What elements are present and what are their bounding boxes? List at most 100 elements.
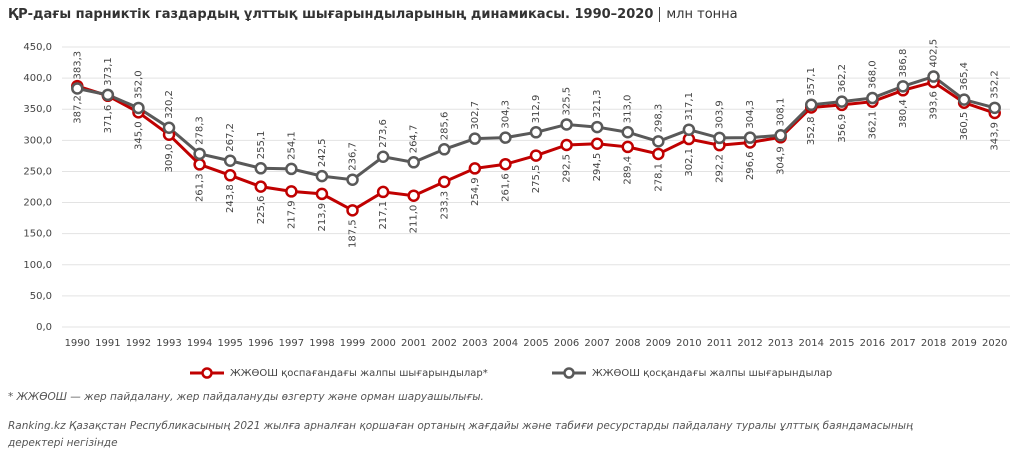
point [162, 121, 176, 135]
value-label: 356,9 [837, 114, 848, 143]
value-label: 352,2 [990, 70, 1001, 99]
x-tick-label: 2018 [921, 338, 946, 349]
value-label: 213,9 [317, 203, 328, 232]
legend-marker [563, 367, 575, 379]
value-label: 313,0 [623, 95, 634, 124]
point [529, 126, 543, 139]
header: ҚР-дағы парниктік газдардың ұлттық шығар… [8, 7, 738, 22]
point [438, 143, 451, 156]
x-tick-label: 2011 [707, 338, 732, 349]
unit: млн тонна [659, 7, 738, 22]
point [376, 185, 390, 199]
value-label: 365,4 [959, 62, 970, 91]
point [774, 129, 787, 142]
y-tick-label: 400,0 [23, 73, 52, 84]
x-tick-label: 2008 [615, 338, 640, 349]
point [407, 189, 420, 202]
value-label: 267,2 [225, 123, 236, 152]
x-tick-label: 1994 [187, 338, 212, 349]
x-tick-label: 1990 [65, 338, 90, 349]
value-label: 278,3 [195, 116, 206, 145]
point [285, 162, 298, 176]
x-tick-label: 2004 [493, 338, 518, 349]
value-label: 225,6 [256, 196, 267, 225]
value-label: 309,0 [164, 144, 175, 173]
point [438, 175, 451, 189]
point [132, 101, 145, 115]
value-label: 233,3 [439, 191, 450, 220]
point [988, 101, 1001, 115]
x-tick-label: 2001 [401, 338, 426, 349]
value-label: 236,7 [348, 142, 359, 171]
value-label: 386,8 [898, 49, 909, 78]
value-label: 312,9 [531, 95, 542, 124]
point [957, 93, 971, 106]
x-tick-label: 1996 [248, 338, 273, 349]
value-label: 352,8 [806, 116, 817, 145]
point [254, 162, 268, 175]
y-tick-label: 250,0 [23, 166, 52, 177]
value-label: 243,8 [225, 184, 236, 213]
x-tick-label: 2005 [523, 338, 548, 349]
x-tick-label: 2010 [676, 338, 701, 349]
value-label: 255,1 [256, 131, 267, 160]
point [590, 137, 604, 151]
value-label: 217,9 [286, 200, 297, 229]
y-tick-label: 450,0 [23, 42, 52, 53]
point [315, 187, 329, 201]
value-label: 303,9 [714, 100, 725, 129]
legend-marker [201, 367, 213, 379]
value-label: 187,5 [348, 219, 359, 248]
point [866, 91, 879, 105]
x-tick-label: 1992 [126, 338, 151, 349]
point [621, 125, 634, 139]
value-label: 261,3 [195, 173, 206, 202]
footnote: * ЖЖӨОШ — жер пайдалану, жер пайдалануды… [8, 391, 484, 403]
y-tick-label: 350,0 [23, 104, 52, 115]
value-label: 298,3 [653, 104, 664, 133]
y-tick-label: 150,0 [23, 229, 52, 240]
value-label: 302,7 [470, 101, 481, 130]
point [927, 70, 940, 83]
point [193, 158, 206, 171]
value-label: 254,1 [286, 131, 297, 160]
point [193, 147, 206, 161]
point [652, 135, 665, 148]
value-label: 383,3 [72, 51, 83, 80]
x-tick-label: 1997 [279, 338, 304, 349]
point [101, 88, 115, 102]
y-tick-label: 100,0 [23, 260, 52, 271]
point [499, 157, 512, 171]
value-label: 304,9 [776, 146, 787, 175]
value-label: 352,0 [133, 70, 144, 99]
value-label: 320,2 [164, 90, 175, 119]
point [560, 118, 573, 131]
x-tick-label: 1991 [95, 338, 120, 349]
value-label: 380,4 [898, 99, 909, 128]
value-label: 368,0 [867, 60, 878, 89]
x-tick-label: 2006 [554, 338, 579, 349]
point [835, 95, 849, 108]
value-label: 285,6 [439, 112, 450, 141]
point [285, 185, 298, 198]
value-label: 362,1 [867, 111, 878, 140]
point [652, 147, 665, 161]
point [804, 98, 818, 112]
x-tick-label: 2000 [370, 338, 395, 349]
y-tick-label: 200,0 [23, 198, 52, 209]
value-label: 294,5 [592, 153, 603, 182]
x-tick-label: 1999 [340, 338, 365, 349]
value-label: 345,0 [133, 121, 144, 150]
point [315, 169, 329, 183]
chart-title: ҚР-дағы парниктік газдардың ұлттық шығар… [8, 7, 654, 22]
x-tick-label: 2003 [462, 338, 487, 349]
value-label: 278,1 [653, 163, 664, 192]
value-label: 321,3 [592, 89, 603, 118]
x-tick-label: 1995 [217, 338, 242, 349]
value-label: 371,6 [103, 105, 114, 134]
point [590, 120, 604, 134]
point [468, 132, 482, 145]
value-label: 289,4 [623, 156, 634, 185]
